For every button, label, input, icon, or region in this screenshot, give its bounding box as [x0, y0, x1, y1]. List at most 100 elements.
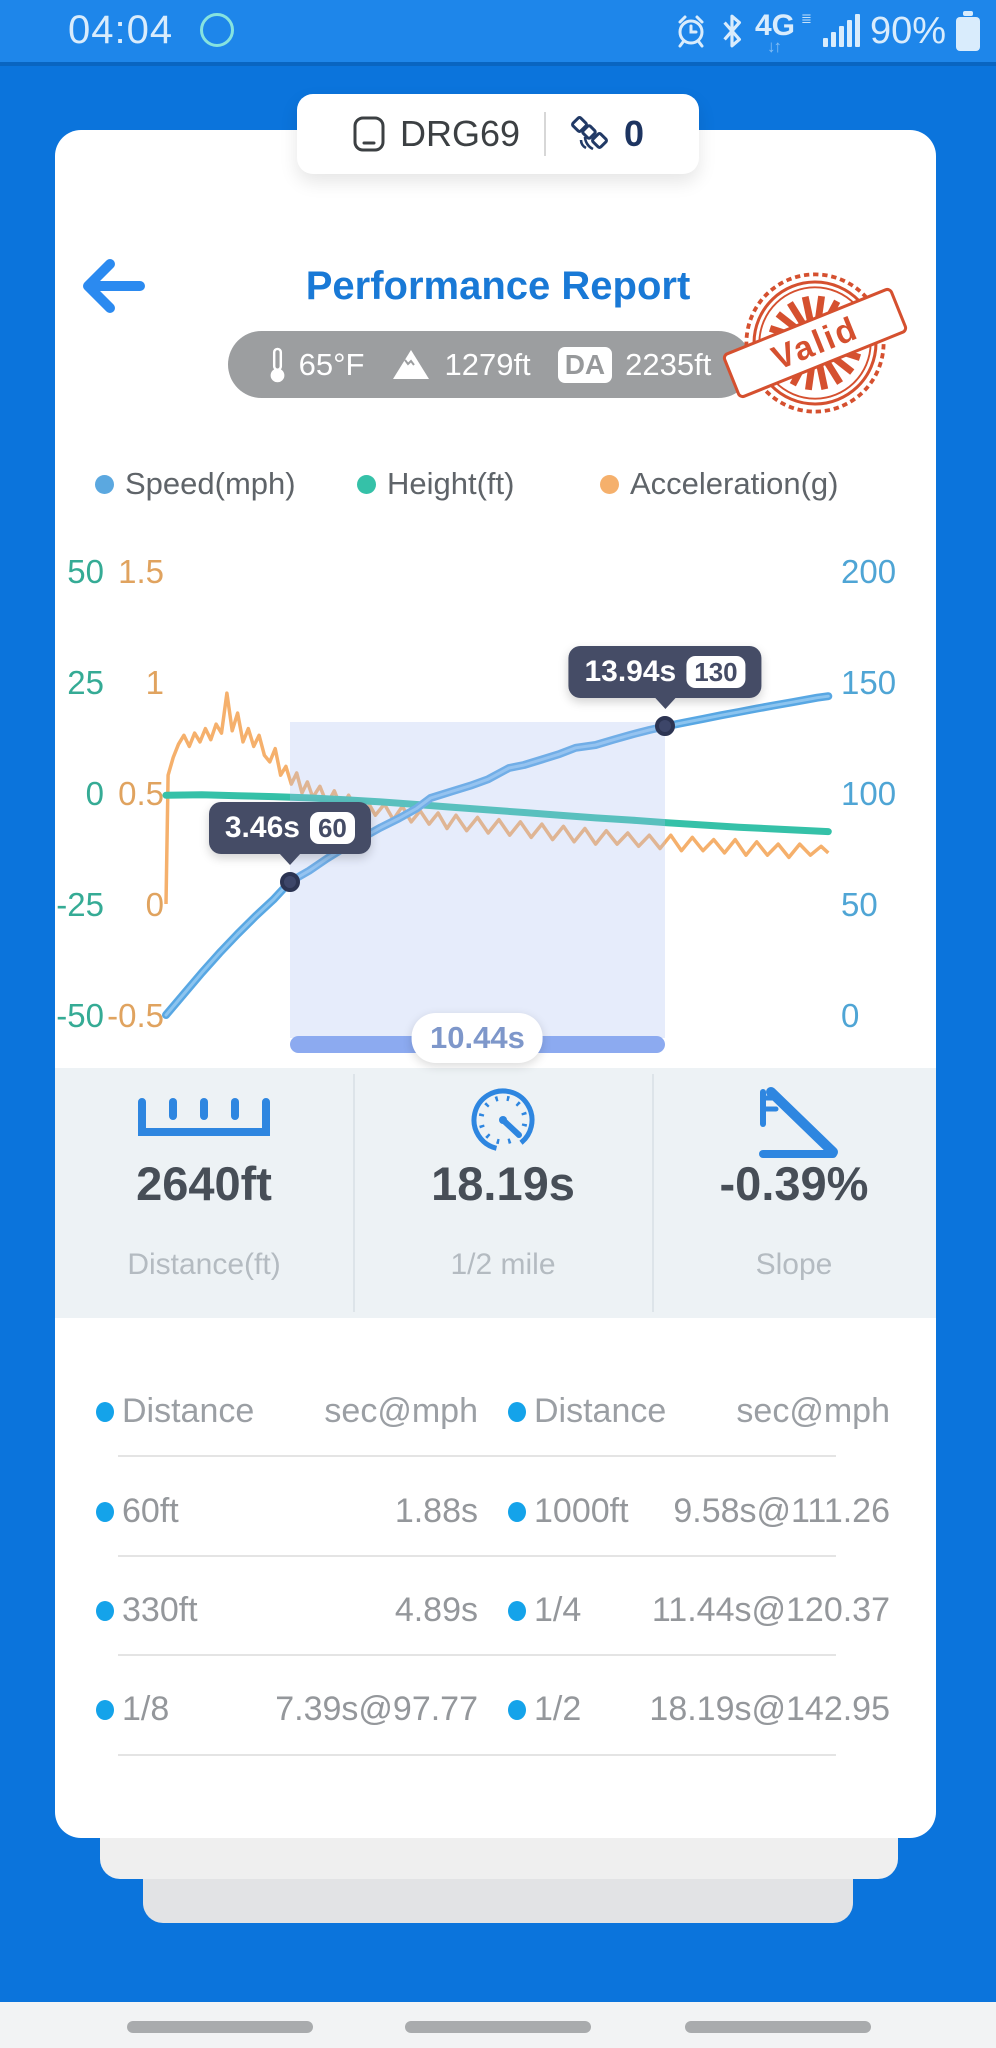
recents-button[interactable]: [127, 2021, 313, 2033]
density-altitude-badge: DA: [557, 346, 613, 383]
network-4g-icon: 4G ≣ ↓↑: [754, 9, 812, 56]
g-axis-tick: 0.5: [118, 775, 164, 812]
temperature-value: 65°F: [298, 346, 365, 382]
battery-percent: 90%: [869, 9, 946, 52]
half-mile-time-value: 18.19s: [431, 1157, 575, 1210]
tooltip-value: 130: [686, 656, 746, 689]
header-distance-2: Distance: [534, 1392, 667, 1430]
legend-item-speed: Speed(mph): [95, 466, 296, 502]
chip-divider: [544, 112, 546, 156]
tooltip-time: 3.46s: [224, 810, 300, 844]
device-chip[interactable]: DRG69 0: [297, 94, 699, 174]
table-row: 330ft 4.89s 1/4 11.44s@120.37: [55, 1591, 936, 1635]
header-secmph-1: sec@mph: [324, 1392, 478, 1430]
table-separator: [118, 1754, 836, 1756]
home-button[interactable]: [405, 2021, 591, 2033]
report-card: [55, 130, 936, 1838]
table-row: 60ft 1.88s 1000ft 9.58s@111.26: [55, 1492, 936, 1536]
signal-bars-icon: [822, 13, 860, 49]
tooltip-time: 13.94s: [584, 655, 677, 689]
bullet-icon: [96, 1502, 114, 1522]
bullet-icon: [508, 1502, 526, 1522]
page-title: Performance Report: [305, 264, 691, 308]
right-axis-tick: 0: [841, 997, 860, 1034]
half-mile-label: 1/2 mile: [450, 1248, 556, 1281]
mountain-icon: [393, 350, 430, 379]
elevation-value: 1279ft: [444, 346, 531, 382]
g-axis-tick: 0: [145, 886, 164, 923]
zoom-selection-region[interactable]: [289, 722, 666, 1038]
distance-value: 2640ft: [136, 1157, 272, 1210]
ruler-icon: [124, 1096, 284, 1138]
g-axis-tick: 1: [145, 664, 164, 701]
chart-lines: [162, 691, 833, 1019]
acceleration-legend-label: Acceleration(g): [630, 466, 839, 501]
bullet-icon: [508, 1402, 526, 1422]
speed-legend-dot: [95, 474, 114, 494]
tooltip-60mph: 3.46s 60: [208, 801, 371, 854]
height-legend-label: Height(ft): [387, 466, 515, 501]
g-axis-tick: -0.5: [107, 997, 164, 1034]
slope-icon: [714, 1084, 874, 1164]
tooltip-value: 60: [309, 811, 355, 844]
left-axis-tick: 0: [85, 775, 104, 812]
conditions-pill: 65°F 1279ft DA 2235ft: [228, 331, 752, 398]
notification-circle-icon: [200, 13, 234, 47]
bullet-icon: [96, 1402, 114, 1422]
marker-dot-130mph[interactable]: [655, 716, 676, 737]
density-altitude-value: 2235ft: [625, 346, 712, 382]
legend-item-acceleration: Acceleration(g): [600, 466, 838, 502]
table-separator: [118, 1654, 836, 1656]
back-nav-button[interactable]: [685, 2021, 871, 2033]
thermometer-icon: [270, 347, 285, 382]
right-axis-tick: 200: [841, 553, 897, 590]
acceleration-legend-dot: [600, 474, 619, 494]
navigation-bar: [0, 2002, 996, 2048]
bullet-icon: [508, 1601, 526, 1621]
table-row: 1/8 7.39s@97.77 1/2 18.19s@142.95: [55, 1690, 936, 1734]
left-axis-tick: 50: [67, 553, 104, 590]
table-separator: [118, 1455, 836, 1457]
satellite-icon: [571, 116, 608, 151]
header-secmph-2: sec@mph: [736, 1392, 890, 1430]
device-icon: [353, 116, 385, 152]
stats-divider: [652, 1074, 654, 1312]
distance-label: Distance(ft): [127, 1248, 281, 1281]
table-header-row: Distance sec@mph Distance sec@mph: [55, 1392, 936, 1436]
right-axis-tick: 100: [841, 775, 897, 812]
clock-time: 04:04: [68, 8, 174, 52]
stats-divider: [353, 1074, 355, 1312]
marker-dot-60mph[interactable]: [279, 871, 300, 892]
slope-value: -0.39%: [719, 1157, 869, 1210]
left-axis-tick: 25: [67, 664, 104, 701]
height-legend-dot: [357, 474, 376, 494]
legend-item-height: Height(ft): [357, 466, 514, 502]
table-separator: [118, 1555, 836, 1557]
status-bar: 04:04 4G ≣ ↓↑ 90%: [0, 0, 996, 66]
battery-icon: [956, 9, 980, 53]
header-distance-1: Distance: [122, 1392, 255, 1430]
slope-label: Slope: [755, 1248, 833, 1281]
bluetooth-icon: [723, 14, 741, 48]
left-axis-tick: -50: [56, 997, 104, 1034]
bullet-icon: [96, 1700, 114, 1720]
speed-line-highlight: [164, 694, 830, 1017]
speedometer-icon: [423, 1082, 583, 1160]
g-axis-tick: 1.5: [118, 553, 164, 590]
left-axis-tick: -25: [56, 886, 104, 923]
satellite-count: 0: [624, 113, 645, 154]
right-axis-tick: 50: [841, 886, 878, 923]
tooltip-130mph: 13.94s 130: [568, 646, 762, 699]
back-button[interactable]: [78, 256, 148, 316]
height-line: [162, 791, 832, 836]
device-name: DRG69: [399, 113, 520, 154]
right-axis-tick: 150: [841, 664, 897, 701]
bullet-icon: [96, 1601, 114, 1621]
speed-legend-label: Speed(mph): [125, 466, 296, 501]
time-range-label: 10.44s: [412, 1013, 543, 1063]
alarm-icon: [678, 15, 704, 48]
bullet-icon: [508, 1700, 526, 1720]
valid-stamp: Valid: [722, 272, 908, 414]
acceleration-line: [164, 691, 830, 905]
